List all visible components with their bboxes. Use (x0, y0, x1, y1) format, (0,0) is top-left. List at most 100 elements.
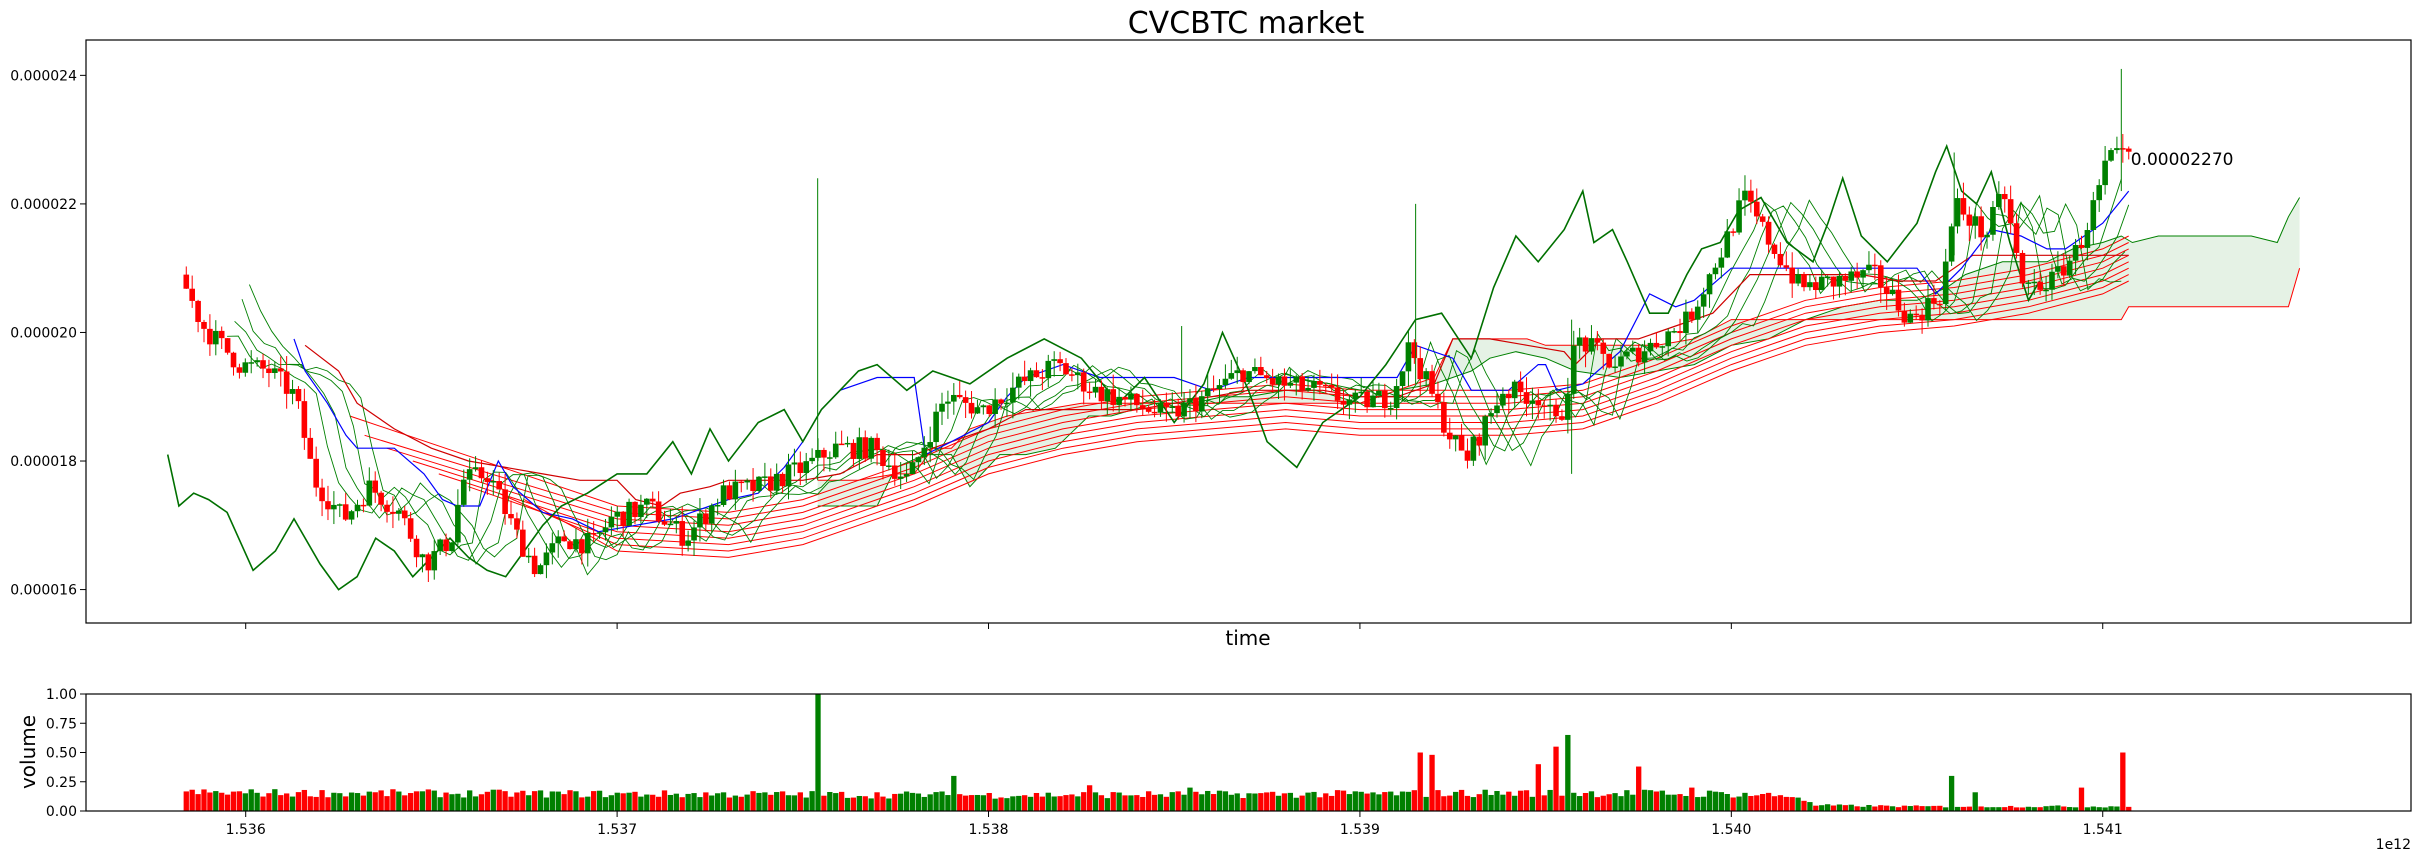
volume-bar (1706, 790, 1713, 811)
volume-bar (1624, 790, 1630, 811)
volume-bar (1311, 791, 1317, 811)
volume-bar (543, 797, 550, 811)
volume-bar (236, 791, 243, 811)
candle-body (1228, 373, 1235, 379)
volume-bar (1878, 805, 1884, 811)
volume-bar (301, 789, 308, 811)
candle-body (1128, 393, 1134, 400)
candle-body (1889, 289, 1896, 295)
volume-bar (331, 792, 337, 811)
candle-body (1045, 360, 1052, 379)
price-y-tick-label: 0.000020 (10, 325, 77, 341)
volume-bar (1594, 797, 1601, 811)
volume-bar (821, 795, 827, 811)
volume-bar (1417, 752, 1423, 811)
volume-bar (1157, 794, 1164, 811)
volume-bar (933, 792, 939, 811)
candle-body (1635, 347, 1642, 363)
candle-body (413, 538, 420, 558)
volume-bar (224, 794, 231, 811)
candle-body (1063, 363, 1069, 375)
candle-body (502, 489, 508, 515)
chart-title: CVCBTC market (1128, 6, 1365, 41)
volume-bar (1193, 791, 1199, 811)
volume-bar (1760, 793, 1766, 811)
volume-bar (880, 796, 886, 811)
volume-bar (1801, 800, 1807, 811)
candle-body (1582, 337, 1589, 352)
volume-bar (520, 790, 526, 811)
candle-body (1612, 366, 1618, 369)
x-offset-label: 1e12 (2376, 837, 2411, 853)
candle-body (348, 511, 355, 520)
volume-bar (1724, 794, 1730, 811)
candle-body (1724, 231, 1731, 258)
volume-bar (1866, 804, 1872, 811)
candle-body (1883, 287, 1890, 295)
candle-body (366, 480, 373, 506)
candle-body (1565, 393, 1571, 420)
volume-bar (1399, 791, 1406, 811)
candle-body (1051, 359, 1057, 361)
candle-body (1281, 376, 1288, 386)
candle-body (1004, 402, 1010, 405)
volume-bar (921, 796, 927, 811)
volume-bar (1334, 790, 1341, 811)
candle-body (384, 504, 390, 512)
volume-bar (1145, 791, 1152, 811)
volume-bar (455, 793, 461, 811)
candle-body (514, 518, 520, 530)
volume-bar (957, 794, 963, 811)
candle-body (1198, 396, 1205, 412)
volume-bar (992, 798, 998, 811)
volume-bar (1789, 797, 1795, 811)
candle-body (1134, 393, 1140, 406)
candle-body (2078, 245, 2085, 248)
volume-bar (1937, 805, 1943, 811)
volume-bar (490, 789, 496, 811)
candle-body (767, 476, 774, 491)
candle-body (1110, 389, 1117, 405)
candle-body (1925, 298, 1931, 321)
volume-bar (467, 790, 473, 811)
volume-bar (1033, 792, 1040, 811)
green-ma-line (241, 201, 2126, 576)
candle-body (1458, 435, 1465, 451)
candle-body (933, 411, 939, 443)
candle-body (1866, 264, 1872, 271)
volume-bar (1984, 807, 1990, 811)
candle-body (1293, 376, 1300, 383)
candle-body (1405, 342, 1412, 372)
volume-bar (378, 790, 384, 811)
volume-bar (1358, 791, 1364, 811)
volume-bar (1600, 795, 1606, 811)
volume-bar (1665, 794, 1671, 811)
candle-body (1423, 371, 1429, 380)
candle-body (1305, 387, 1311, 391)
volume-bar (508, 796, 514, 811)
candle-body (897, 476, 904, 479)
volume-bar (1063, 795, 1069, 811)
candlesticks (183, 68, 2132, 582)
candle-body (195, 300, 201, 322)
volume-y-tick-label: 0.75 (46, 716, 77, 732)
volume-bar (762, 792, 768, 811)
volume-bar (1647, 790, 1654, 811)
volume-bar (1122, 795, 1128, 811)
volume-y-tick-label: 1.00 (46, 687, 77, 703)
candle-body (2125, 148, 2132, 152)
price-panel: 0.000016 0.000018 0.000020 0.000022 0.000024… (10, 39, 2412, 650)
volume-bar (1423, 796, 1429, 811)
volume-bar (1700, 796, 1707, 811)
green-ma-line (248, 199, 2122, 561)
candle-body (1181, 402, 1187, 417)
volume-bar (1016, 795, 1022, 811)
candle-body (1393, 386, 1400, 409)
volume-bar (703, 792, 709, 811)
candle-body (307, 437, 314, 459)
candle-body (886, 465, 892, 467)
candle-body (1600, 342, 1607, 354)
volume-bar (1086, 785, 1093, 811)
candle-body (236, 367, 243, 373)
candle-body (980, 405, 987, 408)
